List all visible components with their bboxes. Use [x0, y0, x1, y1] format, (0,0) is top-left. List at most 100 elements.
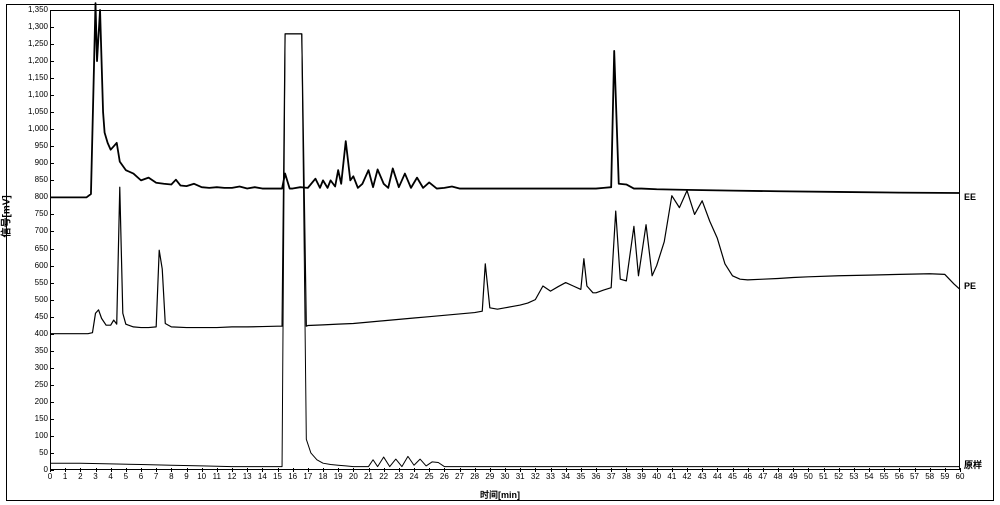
- y-tick-label: 550: [35, 279, 48, 287]
- x-tick-mark: [262, 468, 263, 472]
- y-tick-label: 1,300: [28, 23, 48, 31]
- series-label-pe: PE: [964, 281, 976, 291]
- x-tick-mark: [551, 468, 552, 472]
- x-tick-mark: [854, 468, 855, 472]
- x-tick-label: 5: [124, 472, 128, 481]
- x-tick-mark: [839, 468, 840, 472]
- y-tick-label: 200: [35, 398, 48, 406]
- x-tick-label: 39: [637, 472, 646, 481]
- x-tick-label: 3: [93, 472, 97, 481]
- x-tick-mark: [475, 468, 476, 472]
- x-tick-label: 31: [516, 472, 525, 481]
- x-tick-label: 56: [895, 472, 904, 481]
- x-tick-label: 32: [531, 472, 540, 481]
- x-tick-label: 37: [607, 472, 616, 481]
- series-label-ee: EE: [964, 192, 976, 202]
- y-tick-mark: [50, 385, 54, 386]
- trace-PE: [50, 34, 960, 334]
- x-tick-label: 11: [213, 472, 221, 481]
- x-tick-mark: [414, 468, 415, 472]
- x-tick-label: 12: [228, 472, 237, 481]
- x-tick-mark: [566, 468, 567, 472]
- x-tick-label: 29: [485, 472, 494, 481]
- x-tick-label: 50: [804, 472, 813, 481]
- y-tick-label: 650: [35, 245, 48, 253]
- y-tick-mark: [50, 61, 54, 62]
- y-tick-mark: [50, 78, 54, 79]
- x-axis-label: 时间[min]: [480, 488, 520, 501]
- x-tick-mark: [702, 468, 703, 472]
- x-tick-mark: [672, 468, 673, 472]
- x-tick-mark: [808, 468, 809, 472]
- x-tick-mark: [187, 468, 188, 472]
- x-tick-label: 23: [394, 472, 403, 481]
- x-tick-label: 38: [622, 472, 631, 481]
- x-tick-label: 34: [561, 472, 570, 481]
- y-tick-label: 950: [35, 142, 48, 150]
- x-tick-label: 0: [48, 472, 52, 481]
- x-tick-label: 27: [455, 472, 464, 481]
- x-tick-mark: [596, 468, 597, 472]
- y-tick-mark: [50, 334, 54, 335]
- x-tick-label: 41: [667, 472, 676, 481]
- y-tick-label: 1,050: [28, 108, 48, 116]
- x-tick-label: 22: [379, 472, 388, 481]
- x-tick-label: 30: [501, 472, 510, 481]
- x-tick-mark: [581, 468, 582, 472]
- x-tick-label: 7: [154, 472, 158, 481]
- x-tick-label: 14: [258, 472, 267, 481]
- x-tick-label: 52: [834, 472, 843, 481]
- x-tick-label: 25: [425, 472, 434, 481]
- x-tick-label: 10: [197, 472, 206, 481]
- y-tick-label: 100: [35, 432, 48, 440]
- y-tick-label: 350: [35, 347, 48, 355]
- x-tick-mark: [733, 468, 734, 472]
- x-tick-mark: [778, 468, 779, 472]
- x-tick-mark: [535, 468, 536, 472]
- x-tick-label: 13: [243, 472, 252, 481]
- y-tick-mark: [50, 129, 54, 130]
- x-tick-mark: [323, 468, 324, 472]
- x-tick-label: 20: [349, 472, 358, 481]
- y-tick-label: 900: [35, 159, 48, 167]
- x-tick-label: 59: [940, 472, 949, 481]
- x-tick-label: 53: [849, 472, 858, 481]
- x-tick-mark: [626, 468, 627, 472]
- x-tick-mark: [293, 468, 294, 472]
- y-tick-label: 1,200: [28, 57, 48, 65]
- x-tick-mark: [65, 468, 66, 472]
- x-tick-mark: [156, 468, 157, 472]
- x-tick-mark: [520, 468, 521, 472]
- x-tick-label: 33: [546, 472, 555, 481]
- x-tick-mark: [869, 468, 870, 472]
- x-tick-mark: [384, 468, 385, 472]
- y-tick-label: 500: [35, 296, 48, 304]
- trace-EE: [50, 3, 960, 197]
- y-tick-label: 450: [35, 313, 48, 321]
- x-tick-mark: [217, 468, 218, 472]
- y-tick-mark: [50, 436, 54, 437]
- x-tick-mark: [308, 468, 309, 472]
- y-tick-mark: [50, 180, 54, 181]
- x-tick-mark: [945, 468, 946, 472]
- y-tick-label: 1,000: [28, 125, 48, 133]
- y-tick-mark: [50, 283, 54, 284]
- x-tick-mark: [748, 468, 749, 472]
- y-tick-mark: [50, 27, 54, 28]
- x-tick-mark: [80, 468, 81, 472]
- x-tick-label: 51: [819, 472, 828, 481]
- y-tick-label: 1,350: [28, 6, 48, 14]
- y-tick-mark: [50, 249, 54, 250]
- x-tick-mark: [930, 468, 931, 472]
- x-tick-label: 28: [470, 472, 479, 481]
- x-tick-label: 45: [728, 472, 737, 481]
- x-tick-mark: [111, 468, 112, 472]
- x-tick-mark: [460, 468, 461, 472]
- y-tick-mark: [50, 317, 54, 318]
- x-tick-mark: [232, 468, 233, 472]
- y-tick-label: 1,100: [28, 91, 48, 99]
- x-tick-label: 17: [303, 472, 312, 481]
- x-tick-mark: [505, 468, 506, 472]
- x-tick-mark: [353, 468, 354, 472]
- y-axis-label: 信号[mV]: [0, 195, 13, 237]
